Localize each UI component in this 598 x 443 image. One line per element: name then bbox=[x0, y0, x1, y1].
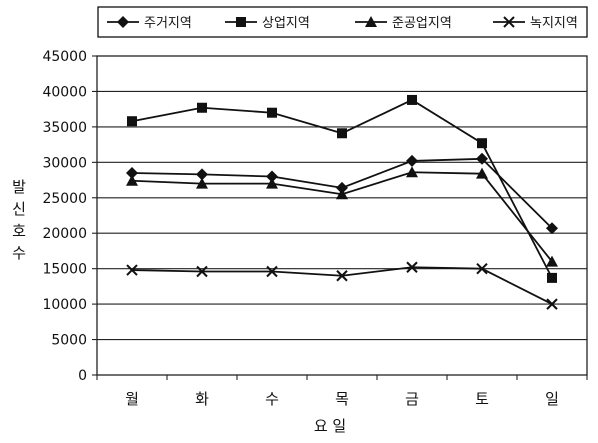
data-point-x bbox=[476, 262, 488, 275]
data-point-x bbox=[336, 270, 348, 282]
legend-marker-triangle bbox=[365, 16, 377, 27]
data-point-diamond bbox=[546, 222, 558, 235]
data-point-x bbox=[126, 264, 138, 276]
data-point-diamond bbox=[266, 170, 278, 183]
data-point-triangle bbox=[196, 177, 208, 189]
x-marker-stroke bbox=[266, 265, 278, 278]
data-point-diamond bbox=[476, 152, 488, 165]
data-point-diamond bbox=[126, 166, 138, 179]
data-point-square bbox=[337, 128, 347, 139]
x-marker-stroke bbox=[406, 261, 418, 273]
data-point-square bbox=[407, 94, 417, 105]
data-point-diamond bbox=[336, 181, 348, 194]
x-tick-label: 수 bbox=[265, 390, 279, 408]
data-point-triangle bbox=[266, 177, 278, 189]
y-axis-ticks: 0 5000 10000 15000 20000 25000 30000 35000 40000… bbox=[42, 49, 97, 384]
x-tick-label: 화 bbox=[195, 390, 209, 408]
y-tick-label: 10000 bbox=[42, 297, 87, 313]
data-point-triangle bbox=[126, 174, 138, 186]
legend-marker-square bbox=[236, 17, 246, 27]
y-tick-label: 40000 bbox=[42, 84, 87, 100]
series-markers bbox=[126, 94, 558, 310]
data-point-x bbox=[406, 261, 418, 273]
x-tick-label: 목 bbox=[335, 390, 349, 408]
legend-label: 상업지역 bbox=[262, 16, 310, 31]
data-point-x bbox=[546, 298, 558, 310]
y-tick-label: 0 bbox=[78, 368, 87, 384]
data-point-square bbox=[267, 107, 277, 118]
data-point-triangle bbox=[476, 167, 488, 179]
y-tick-label: 35000 bbox=[42, 120, 87, 136]
data-point-diamond bbox=[406, 154, 418, 167]
x-marker-stroke bbox=[546, 298, 558, 310]
y-tick-label: 45000 bbox=[42, 49, 87, 65]
x-tick-label: 월 bbox=[125, 390, 139, 408]
y-tick-label: 20000 bbox=[42, 226, 87, 242]
data-point-triangle bbox=[406, 166, 418, 178]
legend: 주거지역 상업지역 준공업지역 녹지지역 bbox=[97, 6, 588, 38]
y-tick-label: 25000 bbox=[42, 191, 87, 207]
y-axis-title-char: 발 bbox=[12, 178, 26, 196]
y-axis-title-char: 호 bbox=[12, 222, 26, 240]
legend-label: 녹지지역 bbox=[530, 16, 578, 31]
x-tick-label: 금 bbox=[405, 390, 419, 408]
data-point-square bbox=[547, 272, 557, 283]
x-tick-label: 일 bbox=[545, 390, 559, 408]
data-point-triangle bbox=[546, 255, 558, 267]
y-axis-title-char: 수 bbox=[12, 244, 26, 262]
y-axis-title-char: 신 bbox=[12, 200, 26, 218]
x-tick-label: 토 bbox=[475, 390, 489, 408]
plot-area-frame bbox=[96, 55, 588, 376]
legend-marker-diamond bbox=[117, 16, 129, 28]
legend-label: 주거지역 bbox=[144, 16, 192, 31]
y-tick-label: 30000 bbox=[42, 155, 87, 171]
legend-label: 준공업지역 bbox=[392, 16, 452, 31]
data-point-x bbox=[266, 265, 278, 278]
data-point-triangle bbox=[336, 188, 348, 200]
x-marker-stroke bbox=[503, 16, 515, 28]
x-marker-stroke bbox=[126, 264, 138, 276]
legend-marker-x bbox=[503, 16, 515, 28]
data-point-square bbox=[197, 102, 207, 113]
x-marker-stroke bbox=[196, 265, 208, 278]
plot-area bbox=[96, 55, 588, 376]
legend-frame bbox=[97, 6, 588, 38]
data-point-diamond bbox=[196, 168, 208, 181]
x-axis-title: 요 일 bbox=[314, 417, 346, 435]
y-tick-label: 5000 bbox=[51, 333, 87, 349]
x-marker-stroke bbox=[476, 262, 488, 275]
x-marker-stroke bbox=[336, 270, 348, 282]
data-point-x bbox=[196, 265, 208, 278]
y-tick-label: 15000 bbox=[42, 262, 87, 278]
data-point-square bbox=[127, 116, 137, 127]
data-point-square bbox=[477, 138, 487, 149]
